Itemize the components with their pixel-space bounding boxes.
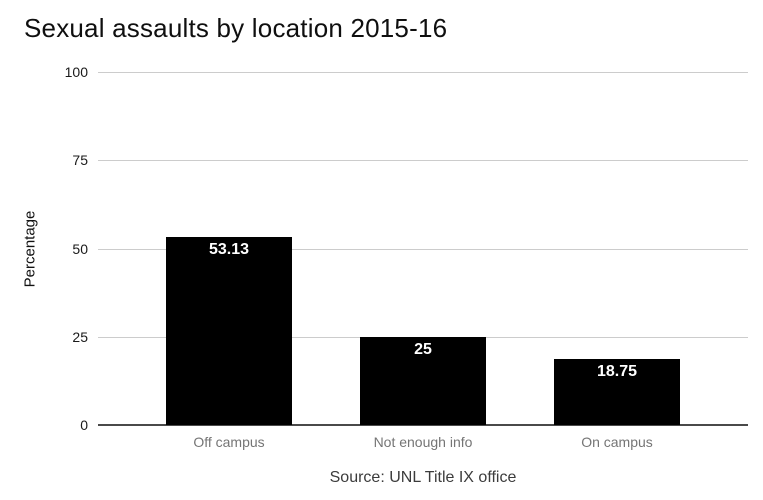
bar-on-campus: 18.75 xyxy=(554,358,680,425)
bar-value-label: 18.75 xyxy=(596,362,638,380)
y-tick-label: 100 xyxy=(64,64,88,80)
category-label: On campus xyxy=(581,434,653,450)
plot-area: 53.13 25 18.75 xyxy=(98,72,748,426)
y-tick-label: 25 xyxy=(72,328,88,345)
y-tick-label: 50 xyxy=(72,240,88,257)
gridline xyxy=(98,248,748,250)
gridline xyxy=(98,72,748,73)
chart-title: Sexual assaults by location 2015-16 xyxy=(24,13,448,43)
bar-off-campus: 53.13 xyxy=(166,237,292,425)
bar-value-label: 53.13 xyxy=(208,241,250,259)
source-caption: Source: UNL Title IX office xyxy=(329,469,517,486)
bar-not-enough-info: 25 xyxy=(360,336,486,425)
gridline xyxy=(98,160,748,162)
y-tick-label: 0 xyxy=(80,417,88,433)
category-label: Not enough info xyxy=(373,434,473,450)
x-axis-line xyxy=(98,424,748,426)
bar-value-label: 25 xyxy=(414,340,432,358)
y-tick-label: 75 xyxy=(72,152,88,169)
category-label: Off campus xyxy=(193,434,265,450)
